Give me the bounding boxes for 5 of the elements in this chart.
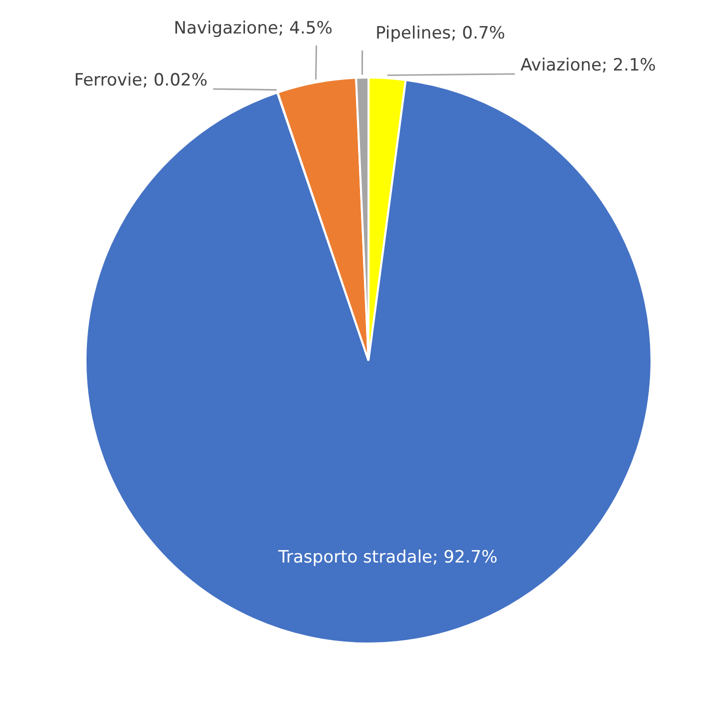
slice-label: Navigazione; 4.5% (174, 18, 333, 38)
slice-label: Trasporto stradale; 92.7% (277, 548, 498, 568)
slice-label: Aviazione; 2.1% (520, 56, 656, 76)
slice-label: Ferrovie; 0.02% (74, 70, 208, 90)
slice-label: Pipelines; 0.7% (376, 24, 506, 44)
